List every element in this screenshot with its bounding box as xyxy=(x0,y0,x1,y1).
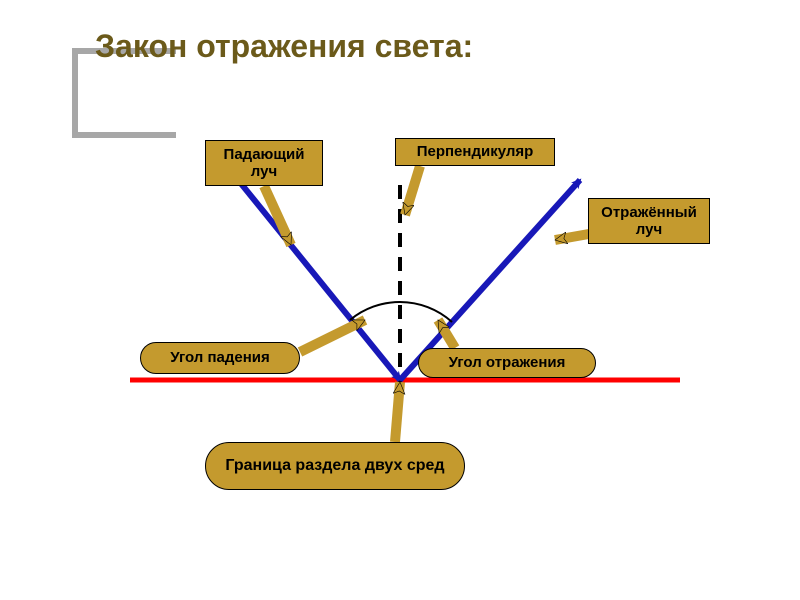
label-perpendicular: Перпендикуляр xyxy=(395,138,555,166)
label-boundary: Граница раздела двух сред xyxy=(205,442,465,490)
label-reflected-ray: Отражённый луч xyxy=(588,198,710,244)
angle-arc-left xyxy=(350,302,400,320)
slide: Закон отражения света: Падающий луч Перп… xyxy=(0,0,800,600)
diagram-svg xyxy=(0,0,800,600)
label-angle-incidence: Угол падения xyxy=(140,342,300,374)
angle-arc-right xyxy=(400,302,452,322)
pointer-boundary xyxy=(395,382,400,442)
label-incident-ray: Падающий луч xyxy=(205,140,323,186)
pointer-angle-incidence xyxy=(300,320,365,352)
pointer-perpendicular xyxy=(405,166,420,215)
label-angle-reflection: Угол отражения xyxy=(418,348,596,378)
